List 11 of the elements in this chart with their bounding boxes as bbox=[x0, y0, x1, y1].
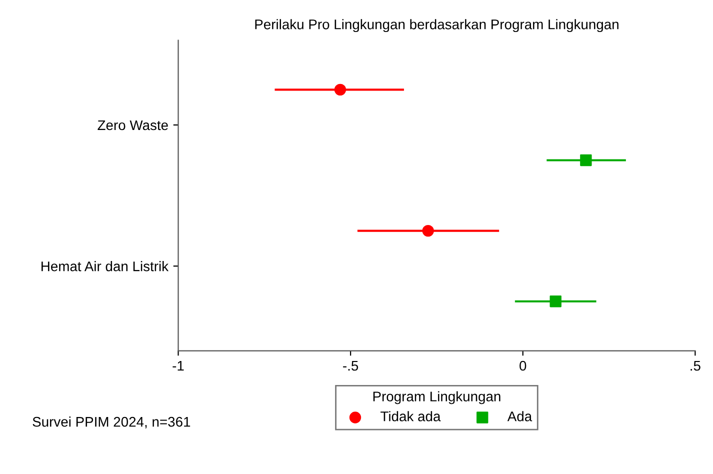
legend-label: Ada bbox=[507, 411, 532, 422]
y-tick-label: Zero Waste bbox=[98, 120, 168, 130]
y-tick-label: Hemat Air dan Listrik bbox=[42, 261, 169, 272]
legend-title: Program Lingkungan bbox=[373, 391, 500, 404]
x-tick-label: -1 bbox=[172, 360, 184, 371]
chart-title: Perilaku Pro Lingkungan berdasarkan Program Lingkungan bbox=[255, 19, 618, 32]
x-tick-label: .5 bbox=[690, 360, 700, 371]
x-tick-label: 0 bbox=[520, 360, 526, 371]
x-tick-label: -.5 bbox=[343, 360, 358, 371]
text: Survei PPIM 2024, n=361 bbox=[32, 416, 190, 428]
legend-label: Tidak ada bbox=[380, 411, 441, 422]
